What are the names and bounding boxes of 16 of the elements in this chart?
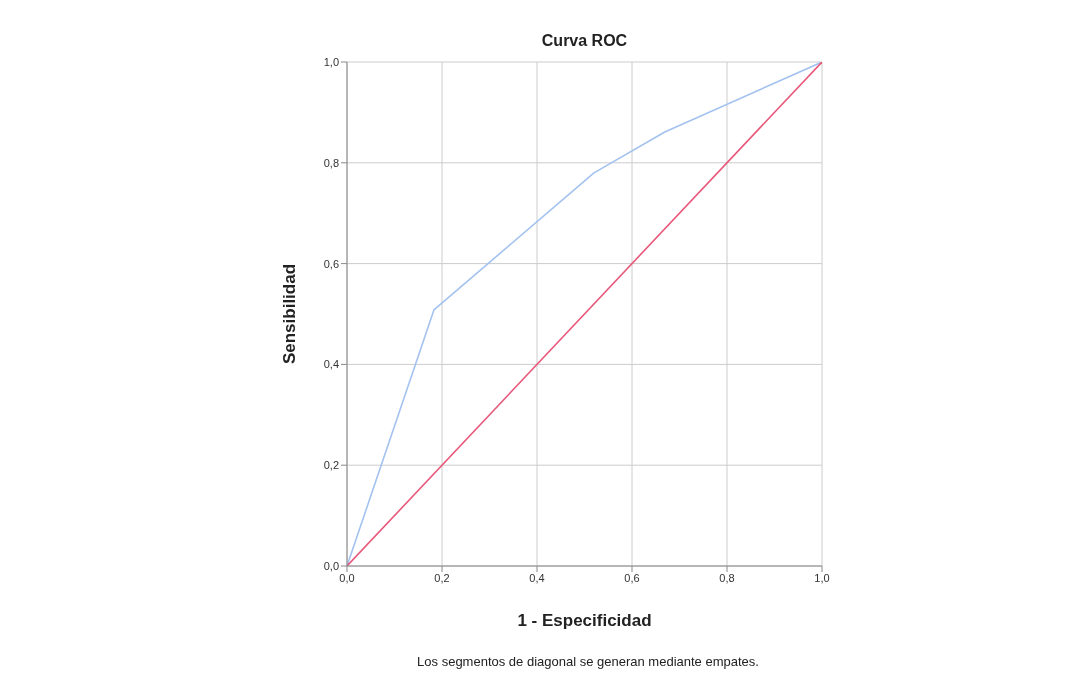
x-tick-label: 1,0 (814, 571, 830, 584)
chart-title: Curva ROC (540, 32, 629, 50)
y-axis-title: Sensibilidad (280, 263, 300, 365)
x-tick-label: 0,8 (719, 571, 735, 584)
y-tick-label: 0,4 (323, 358, 339, 371)
x-tick-label: 0,4 (529, 571, 545, 584)
x-tick-label: 0,2 (434, 571, 450, 584)
y-tick-label: 0,0 (323, 559, 339, 572)
x-tick-label: 0,6 (624, 571, 640, 584)
y-tick-label: 0,2 (323, 459, 339, 472)
y-tick-label: 0,6 (323, 257, 339, 270)
text: Los segmentos de diagonal se generan mediante empates. (416, 654, 760, 669)
x-axis-title: 1 - Especificidad (517, 611, 652, 630)
y-tick-label: 0,8 (323, 156, 339, 169)
y-tick-label: 1,0 (323, 55, 339, 68)
x-tick-label: 0,0 (339, 571, 355, 584)
